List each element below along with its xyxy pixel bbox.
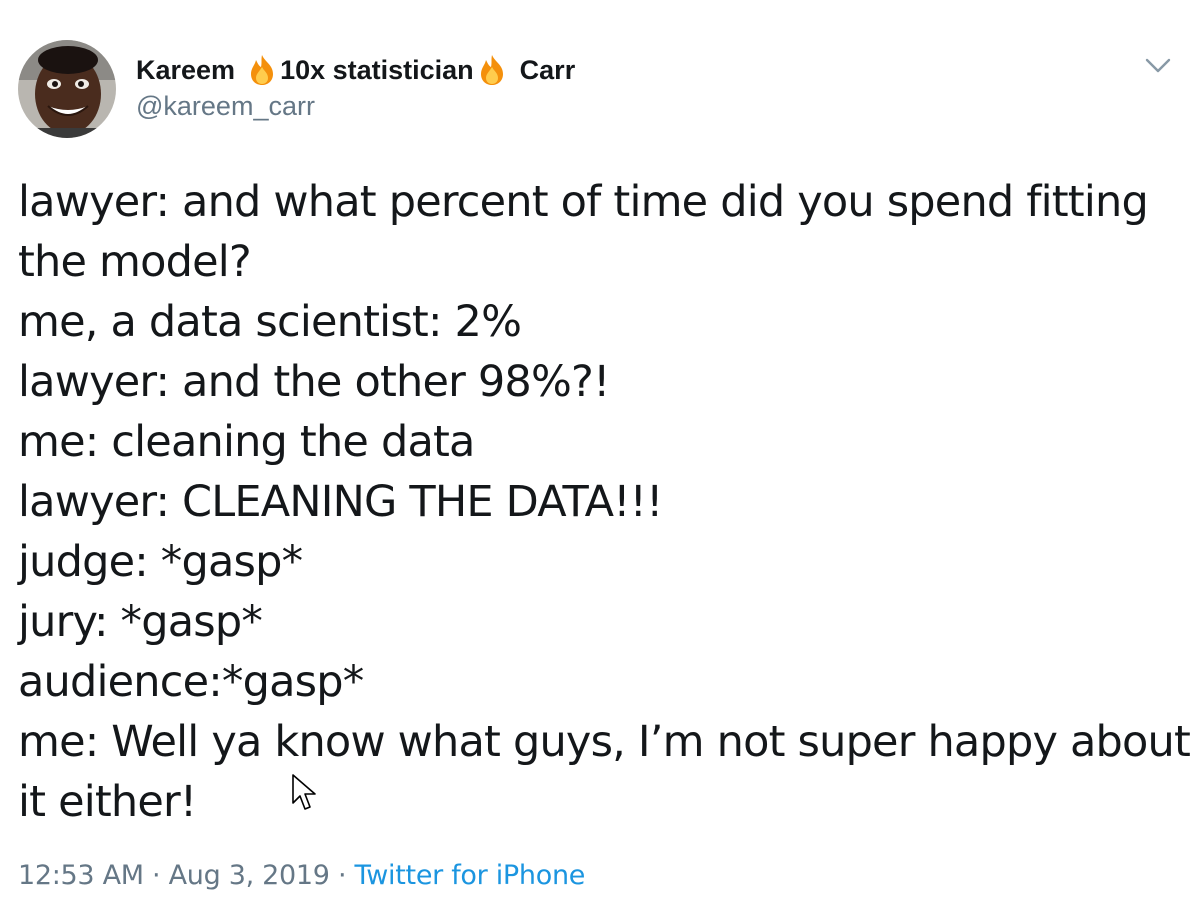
tweet-line: lawyer: and what percent of time did you… <box>18 177 1149 227</box>
tweet-metadata: 12:53 AM · Aug 3, 2019 · Twitter for iPh… <box>18 860 585 891</box>
tweet-line: jury: *gasp* <box>18 597 263 647</box>
tweet-line: audience:*gasp* <box>18 657 364 707</box>
tweet-line: judge: *gasp* <box>18 537 303 587</box>
meta-separator: · <box>329 860 355 891</box>
tweet-time[interactable]: 12:53 AM <box>18 860 144 891</box>
author-name[interactable]: Kareem 10x statistician Carr <box>136 50 575 90</box>
author-name-middle: 10x statistician <box>280 54 474 85</box>
fire-icon <box>480 55 503 85</box>
chevron-down-icon[interactable] <box>1143 54 1173 78</box>
author-handle[interactable]: @kareem_carr <box>136 91 315 121</box>
author-name-last: Carr <box>519 54 576 85</box>
tweet-source-link[interactable]: Twitter for iPhone <box>354 860 586 891</box>
tweet-line: me: Well ya know what guys, I’m not supe… <box>18 717 1191 767</box>
tweet-date[interactable]: Aug 3, 2019 <box>168 860 330 891</box>
author-name-first: Kareem <box>136 54 236 85</box>
tweet-line: me: cleaning the data <box>18 417 475 467</box>
meta-separator: · <box>143 860 169 891</box>
tweet-text: lawyer: and what percent of time did you… <box>18 172 1191 832</box>
tweet-line: lawyer: and the other 98%?! <box>18 357 610 407</box>
avatar-image <box>18 40 116 138</box>
tweet-line: it either! <box>18 777 197 827</box>
fire-icon <box>251 55 274 85</box>
author-avatar[interactable] <box>18 40 116 138</box>
tweet-line: me, a data scientist: 2% <box>18 297 522 347</box>
tweet-line: the model? <box>18 237 252 287</box>
tweet-line: lawyer: CLEANING THE DATA!!! <box>18 477 663 527</box>
author-info: Kareem 10x statistician Carr @kareem_car… <box>136 50 575 122</box>
mouse-cursor-icon <box>292 774 316 810</box>
